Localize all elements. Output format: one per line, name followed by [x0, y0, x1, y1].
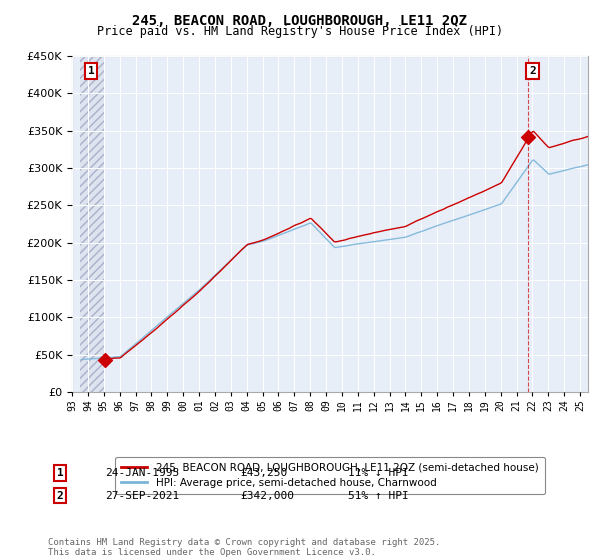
Text: Contains HM Land Registry data © Crown copyright and database right 2025.
This d: Contains HM Land Registry data © Crown c…: [48, 538, 440, 557]
Text: 24-JAN-1995: 24-JAN-1995: [105, 468, 179, 478]
Text: 2: 2: [529, 66, 536, 76]
Text: 11% ↓ HPI: 11% ↓ HPI: [348, 468, 409, 478]
Text: 51% ↑ HPI: 51% ↑ HPI: [348, 491, 409, 501]
Text: 2: 2: [56, 491, 64, 501]
Point: [524, 132, 533, 141]
Text: £43,250: £43,250: [240, 468, 287, 478]
Legend: 245, BEACON ROAD, LOUGHBOROUGH, LE11 2QZ (semi-detached house), HPI: Average pri: 245, BEACON ROAD, LOUGHBOROUGH, LE11 2QZ…: [115, 456, 545, 494]
Text: 245, BEACON ROAD, LOUGHBOROUGH, LE11 2QZ: 245, BEACON ROAD, LOUGHBOROUGH, LE11 2QZ: [133, 14, 467, 28]
Bar: [80, 56, 105, 392]
Point: [100, 355, 110, 364]
Text: £342,000: £342,000: [240, 491, 294, 501]
Text: Price paid vs. HM Land Registry's House Price Index (HPI): Price paid vs. HM Land Registry's House …: [97, 25, 503, 38]
Text: 1: 1: [56, 468, 64, 478]
Text: 27-SEP-2021: 27-SEP-2021: [105, 491, 179, 501]
Text: 1: 1: [88, 66, 94, 76]
